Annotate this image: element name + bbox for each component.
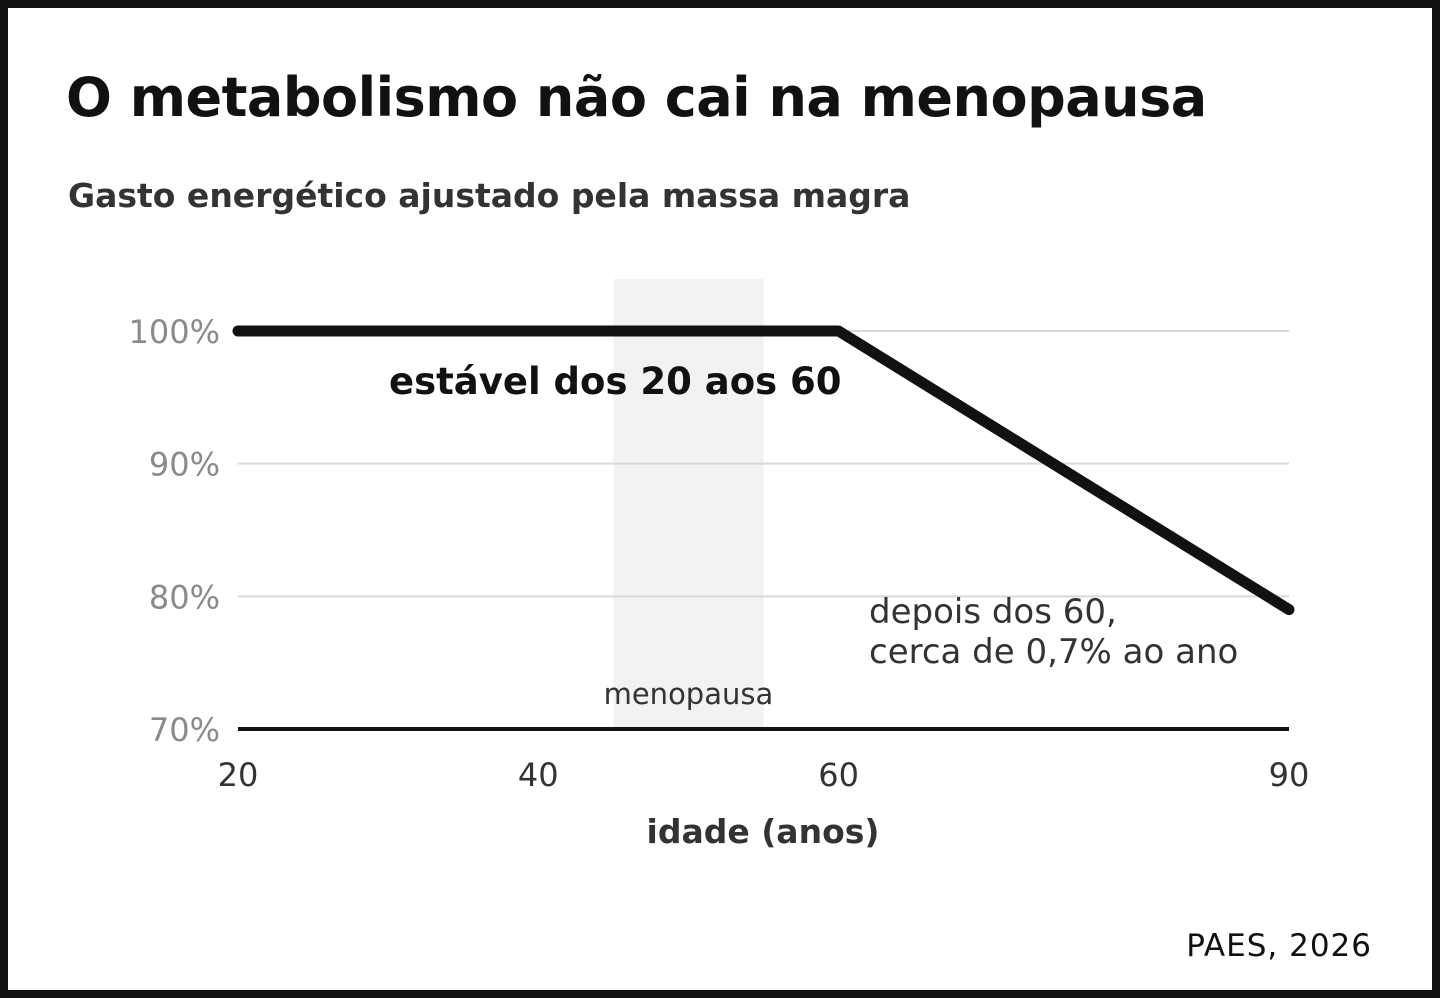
y-axis-ticks: 70% 80% 90% 100% [129,313,220,749]
series-line [232,325,1295,616]
annotation-decline-line: cerca de 0,7% ao ano [869,632,1238,672]
shaded-region-layer: menopausa [604,279,774,729]
y-tick-label: 90% [149,446,220,484]
annotations: estável dos 20 aos 60 depois dos 60, cerca… [389,360,1238,672]
x-axis-ticks: 20 40 60 90 [218,756,1310,794]
menopause-band-label: menopausa [604,677,774,711]
series-layer [232,325,1295,616]
y-tick-label: 70% [149,711,220,749]
annotation-decline: depois dos 60, cerca de 0,7% ao ano [869,592,1238,672]
menopause-band [613,279,764,729]
y-tick-label: 100% [129,313,220,351]
annotation-stable: estável dos 20 aos 60 [389,360,842,403]
chart-subtitle: Gasto energético ajustado pela massa mag… [68,176,911,215]
x-tick-label: 20 [218,756,259,794]
x-tick-label: 90 [1269,756,1310,794]
chart-title: O metabolismo não cai na menopausa [66,66,1207,129]
source-credit: PAES, 2026 [1186,928,1372,964]
y-tick-label: 80% [149,578,220,616]
x-tick-label: 60 [818,756,859,794]
annotation-decline-line: depois dos 60, [869,592,1117,632]
x-tick-label: 40 [518,756,559,794]
x-axis-label: idade (anos) [647,812,880,851]
